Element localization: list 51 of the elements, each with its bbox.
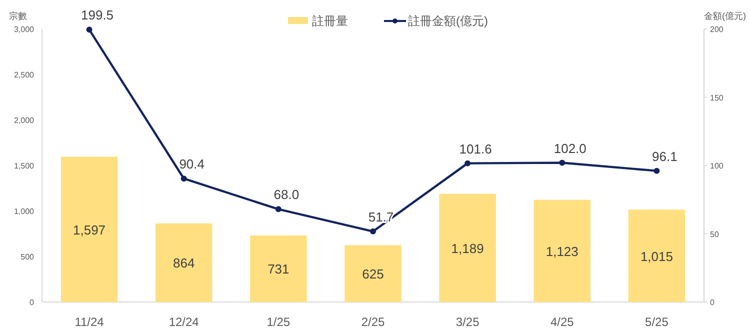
bar bbox=[60, 156, 118, 302]
point bbox=[180, 176, 187, 182]
bar bbox=[439, 194, 496, 302]
y2-tick-label: 150 bbox=[710, 93, 724, 102]
x-tick-label: 11/24 bbox=[74, 315, 104, 329]
y2-axis-title: 金額(億元) bbox=[704, 11, 746, 21]
data-label: 1,123 bbox=[546, 244, 578, 259]
y-tick-label: 0 bbox=[30, 298, 35, 307]
x-tick-label: 3/25 bbox=[456, 315, 480, 329]
x-tick-label: 2/25 bbox=[361, 315, 385, 329]
y2-tick-label: 50 bbox=[710, 230, 720, 239]
y-tick-label: 500 bbox=[20, 252, 35, 262]
data-label: 731 bbox=[268, 262, 290, 277]
bar bbox=[534, 200, 591, 302]
bar bbox=[344, 245, 402, 302]
point bbox=[559, 160, 566, 166]
data-label: 625 bbox=[362, 266, 384, 282]
y-tick-label: 2,000 bbox=[14, 116, 35, 125]
data-label: 90.4 bbox=[179, 156, 205, 172]
x-tick-label: 4/25 bbox=[550, 315, 574, 329]
y2-tick-label: 0 bbox=[710, 298, 715, 307]
data-label: 1,015 bbox=[640, 248, 673, 264]
data-label: 68.0 bbox=[274, 187, 300, 202]
point bbox=[275, 206, 282, 212]
point bbox=[86, 26, 92, 33]
bar bbox=[628, 210, 686, 302]
x-tick-label: 1/25 bbox=[266, 315, 290, 329]
point bbox=[654, 168, 660, 174]
x-tick-label: 5/25 bbox=[645, 315, 669, 329]
data-label: 864 bbox=[173, 256, 195, 271]
x-tick-label: 12/24 bbox=[168, 315, 200, 329]
point bbox=[370, 228, 376, 234]
y-axis-title: 宗數 bbox=[9, 11, 27, 21]
legend-label: 註冊量 bbox=[312, 14, 348, 28]
bar bbox=[155, 223, 212, 302]
point bbox=[464, 160, 471, 166]
y-tick-label: 1,500 bbox=[14, 162, 35, 170]
y2-tick-label: 100 bbox=[710, 162, 724, 170]
y-tick-label: 2,500 bbox=[14, 70, 35, 80]
data-label: 1,597 bbox=[73, 222, 106, 238]
data-label: 96.1 bbox=[652, 148, 678, 164]
data-label: 101.6 bbox=[459, 141, 492, 156]
y2-tick-label: 200 bbox=[710, 25, 724, 34]
data-label: 1,189 bbox=[451, 240, 484, 256]
data-label: 51.7 bbox=[368, 209, 394, 224]
legend-label: 註冊金額(億元) bbox=[408, 14, 488, 28]
y-tick-label: 3,000 bbox=[14, 25, 35, 34]
data-label: 199.5 bbox=[81, 8, 114, 23]
data-label: 102.0 bbox=[554, 140, 586, 156]
bar bbox=[250, 235, 307, 302]
y-tick-label: 1,000 bbox=[14, 207, 35, 216]
